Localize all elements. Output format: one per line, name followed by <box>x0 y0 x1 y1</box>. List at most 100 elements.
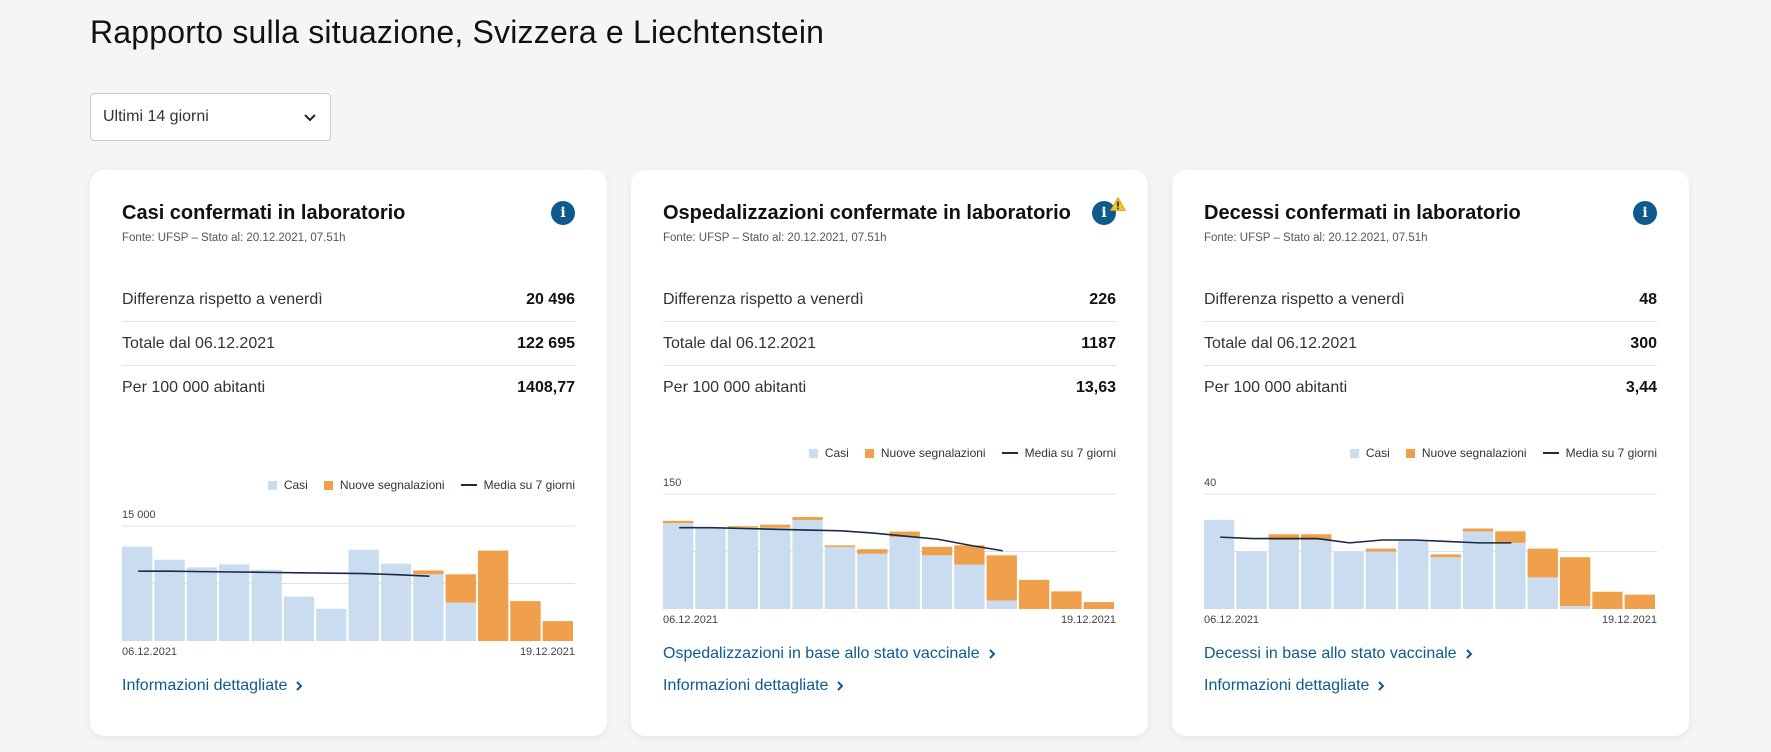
card-lab-cases: Casi confermati in laboratorio Fonte: UF… <box>90 170 607 736</box>
bar-new-reports <box>1268 534 1300 540</box>
bar-cases <box>219 564 250 641</box>
bar-cases <box>792 520 823 609</box>
legend-swatch <box>1001 452 1018 454</box>
bar-cases <box>1204 519 1235 609</box>
link-detailed-info[interactable]: Informazioni dettagliate <box>122 670 305 702</box>
legend-item-new-reports: Nuove segnalazioni <box>323 478 445 492</box>
legend-item-cases: Casi <box>267 478 308 492</box>
bar-new-reports <box>1559 557 1591 607</box>
card-title: Ospedalizzazioni confermate in laborator… <box>663 202 1071 224</box>
bar-cases <box>186 567 218 641</box>
legend-swatch <box>808 448 818 458</box>
bar-new-reports <box>1083 602 1114 609</box>
stat-row: Per 100 000 abitanti 1408,77 <box>122 366 575 410</box>
bar-new-reports <box>1495 531 1526 543</box>
stat-label: Totale dal 06.12.2021 <box>1204 334 1358 352</box>
bar-cases <box>760 527 791 609</box>
stat-value: 48 <box>1639 290 1657 308</box>
bar-new-reports <box>477 550 509 641</box>
bar-new-reports <box>1527 548 1558 578</box>
bar-cases <box>283 596 315 641</box>
stat-label: Totale dal 06.12.2021 <box>122 334 276 352</box>
bar-cases <box>1527 577 1558 609</box>
x-axis-start-label: 06.12.2021 <box>122 646 177 656</box>
bar-cases <box>986 600 1017 609</box>
stat-value: 13,63 <box>1075 379 1116 396</box>
avg-line <box>1220 536 1512 544</box>
stat-value: 3,44 <box>1625 379 1657 396</box>
info-icon[interactable]: i <box>551 201 575 225</box>
x-axis-end-label: 19.12.2021 <box>1602 614 1657 624</box>
chevron-down-icon <box>304 114 316 122</box>
stat-row: Totale dal 06.12.2021 122 695 <box>122 322 575 366</box>
stat-row: Differenza rispetto a venerdì 226 <box>663 278 1116 322</box>
stat-row: Per 100 000 abitanti 13,63 <box>663 366 1116 410</box>
bar-cases <box>154 559 185 641</box>
page-title: Rapporto sulla situazione, Svizzera e Li… <box>90 14 825 50</box>
chevron-right-icon <box>837 681 844 691</box>
legend-swatch <box>323 480 333 490</box>
card-links: Informazioni dettagliate <box>122 670 305 702</box>
bar-cases <box>727 527 759 609</box>
chart-legend: Casi Nuove segnalazioni Media su 7 giorn… <box>267 478 575 492</box>
bar-new-reports <box>1051 591 1082 609</box>
legend-label: Media su 7 giorni <box>1024 446 1116 460</box>
bar-new-reports <box>727 526 759 528</box>
bar-new-reports <box>889 531 920 537</box>
stat-label: Differenza rispetto a venerdì <box>122 290 323 308</box>
bar-new-reports <box>413 570 444 575</box>
warning-icon <box>1110 197 1126 211</box>
link-vaccination-status[interactable]: Ospedalizzazioni in base allo stato vacc… <box>663 638 998 670</box>
info-icon[interactable]: i <box>1633 201 1657 225</box>
card-title: Decessi confermati in laboratorio <box>1204 202 1521 224</box>
link-detailed-info[interactable]: Informazioni dettagliate <box>663 670 998 702</box>
bar-cases <box>1301 540 1332 609</box>
bar-new-reports <box>1301 534 1332 540</box>
legend-label: Media su 7 giorni <box>1565 446 1657 460</box>
link-label: Decessi in base allo stato vaccinale <box>1204 645 1457 662</box>
chevron-right-icon <box>296 681 303 691</box>
chart-lab-cases: 15 000 06.12.2021 19.12.2021 <box>122 509 575 656</box>
bar-new-reports <box>857 549 888 554</box>
stats-table: Differenza rispetto a venerdì 20 496 Tota… <box>122 278 575 410</box>
bar-cases <box>889 536 920 609</box>
bar-new-reports <box>1624 594 1655 609</box>
bar-new-reports <box>542 621 573 641</box>
bar-cases <box>445 602 476 641</box>
link-detailed-info[interactable]: Informazioni dettagliate <box>1204 670 1475 702</box>
period-select-value: Ultimi 14 giorni <box>103 108 209 125</box>
avg-line <box>138 570 430 578</box>
legend-label: Nuove segnalazioni <box>1421 446 1527 460</box>
legend-swatch <box>460 484 477 486</box>
stat-value: 1187 <box>1081 334 1116 352</box>
chart-lab-hospitalisations: 150 06.12.2021 19.12.2021 <box>663 477 1116 624</box>
bar-cases <box>316 608 347 641</box>
bar-cases <box>122 546 153 641</box>
bar-cases <box>1333 551 1364 609</box>
x-axis-end-label: 19.12.2021 <box>520 646 575 656</box>
bar-cases <box>1559 606 1591 609</box>
link-vaccination-status[interactable]: Decessi in base allo stato vaccinale <box>1204 638 1475 670</box>
y-axis-max-label: 40 <box>1204 477 1216 489</box>
legend-item-new-reports: Nuove segnalazioni <box>864 446 986 460</box>
bar-cases <box>380 563 412 641</box>
bar-new-reports <box>1018 579 1050 609</box>
link-label: Ospedalizzazioni in base allo stato vacc… <box>663 645 980 662</box>
bar-new-reports <box>510 601 541 641</box>
stat-value: 20 496 <box>526 290 575 308</box>
bar-cases <box>663 523 694 609</box>
bar-new-reports <box>792 517 823 521</box>
period-select[interactable]: Ultimi 14 giorni <box>90 93 331 141</box>
stat-value: 122 695 <box>517 334 575 352</box>
link-label: Informazioni dettagliate <box>1204 677 1370 694</box>
info-icon[interactable]: i <box>1092 201 1116 225</box>
bar-cases <box>1365 551 1397 609</box>
stat-value: 226 <box>1089 290 1116 308</box>
chevron-right-icon <box>988 649 996 659</box>
card-links: Decessi in base allo stato vaccinale Inf… <box>1204 638 1475 702</box>
card-lab-hospitalisations: Ospedalizzazioni confermate in laborator… <box>631 170 1148 736</box>
chart-legend: Casi Nuove segnalazioni Media su 7 giorn… <box>1349 446 1657 460</box>
y-axis-max-label: 15 000 <box>122 509 156 521</box>
y-axis-max-label: 150 <box>663 477 681 489</box>
chevron-right-icon <box>1378 681 1385 691</box>
